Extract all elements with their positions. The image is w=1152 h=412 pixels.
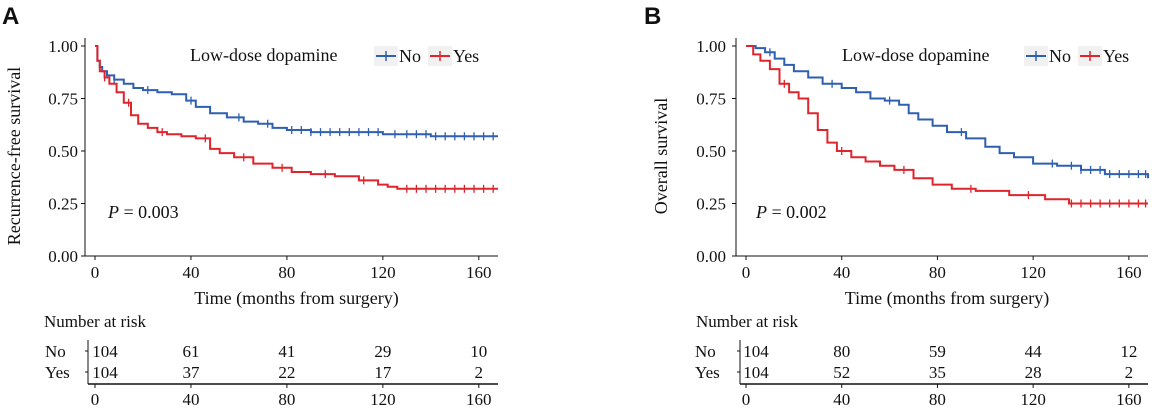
- y-tick-label: 0.75: [696, 90, 726, 109]
- x-axis-label: Time (months from surgery): [845, 288, 1050, 309]
- y-tick-label: 0.50: [696, 142, 726, 161]
- risk-time-label: 0: [91, 390, 100, 409]
- y-tick-label: 0.00: [696, 247, 726, 266]
- risk-time-label: 80: [929, 390, 946, 409]
- legend-label: No: [1049, 46, 1071, 66]
- legend-title: Low-dose dopamine: [842, 45, 989, 65]
- risk-count: 44: [1025, 342, 1043, 361]
- legend-label: No: [399, 46, 421, 66]
- risk-count: 61: [182, 342, 199, 361]
- legend-item-no: No: [1024, 46, 1071, 66]
- risk-time-label: 120: [1020, 390, 1046, 409]
- survival-curve-yes: [746, 45, 1148, 205]
- x-tick-label: 80: [278, 263, 295, 282]
- panel-letter: B: [644, 3, 661, 30]
- risk-count: 28: [1025, 363, 1042, 382]
- p-value: P = 0.002: [755, 202, 827, 222]
- risk-group-label: No: [695, 342, 716, 361]
- x-axis-label: Time (months from surgery): [194, 288, 399, 309]
- legend-title: Low-dose dopamine: [190, 45, 337, 65]
- p-value-text: = 0.003: [119, 202, 179, 222]
- risk-count: 22: [278, 363, 295, 382]
- risk-count: 29: [374, 342, 391, 361]
- risk-count: 80: [833, 342, 850, 361]
- y-tick-label: 1.00: [48, 37, 78, 56]
- x-tick-label: 160: [1116, 263, 1142, 282]
- risk-time-label: 160: [1116, 390, 1142, 409]
- x-tick-label: 80: [929, 263, 946, 282]
- legend-item-yes: Yes: [428, 46, 479, 66]
- survival-curve-yes: [95, 45, 498, 190]
- risk-count: 2: [475, 363, 484, 382]
- y-tick-label: 0.50: [48, 142, 78, 161]
- risk-count: 52: [833, 363, 850, 382]
- risk-time-label: 40: [833, 390, 850, 409]
- risk-count: 10: [470, 342, 487, 361]
- y-axis-label: Recurrence-free survival: [4, 67, 24, 245]
- p-value: P = 0.003: [107, 202, 179, 222]
- panel-letter: A: [2, 3, 19, 30]
- risk-count: 2: [1125, 363, 1134, 382]
- legend-item-no: No: [374, 46, 421, 66]
- panel-a: A 0.00 0.25 0.50 0.75 1.00 0 40 80 120 160 Time (mo…: [2, 3, 498, 409]
- risk-group-label: Yes: [695, 363, 720, 382]
- risk-count: 12: [1120, 342, 1137, 361]
- risk-count: 37: [182, 363, 200, 382]
- risk-group-label: No: [45, 342, 66, 361]
- risk-table: Number at risk No 104 61 41 29 10 Yes 104 37 22 17 2…: [44, 312, 498, 409]
- risk-count: 17: [374, 363, 392, 382]
- risk-time-label: 80: [278, 390, 295, 409]
- y-tick-label: 0.25: [48, 195, 78, 214]
- y-tick-label: 0.00: [48, 247, 78, 266]
- risk-group-label: Yes: [45, 363, 70, 382]
- y-tick-label: 1.00: [696, 37, 726, 56]
- p-symbol: P: [107, 202, 119, 222]
- y-tick-label: 0.75: [48, 90, 78, 109]
- risk-count: 35: [929, 363, 946, 382]
- risk-table-title: Number at risk: [696, 312, 798, 331]
- legend-item-yes: Yes: [1078, 46, 1129, 66]
- y-axis-label: Overall survival: [651, 98, 671, 214]
- x-tick-label: 40: [833, 263, 850, 282]
- p-value-text: = 0.002: [767, 202, 827, 222]
- y-tick-label: 0.25: [696, 195, 726, 214]
- x-tick-label: 40: [182, 263, 199, 282]
- x-tick-label: 120: [370, 263, 396, 282]
- risk-count: 104: [743, 363, 769, 382]
- survival-curve-no: [746, 45, 1149, 179]
- legend-label: Yes: [1103, 46, 1129, 66]
- x-tick-label: 160: [466, 263, 492, 282]
- risk-time-label: 0: [742, 390, 751, 409]
- x-tick-label: 0: [91, 263, 100, 282]
- p-symbol: P: [755, 202, 767, 222]
- risk-table: Number at risk No 104 80 59 44 12 Yes 104 52 35 28 2…: [695, 312, 1148, 409]
- risk-count: 104: [92, 363, 118, 382]
- risk-count: 59: [929, 342, 946, 361]
- risk-count: 104: [92, 342, 118, 361]
- risk-time-label: 160: [466, 390, 492, 409]
- risk-count: 104: [743, 342, 769, 361]
- risk-time-label: 120: [370, 390, 396, 409]
- legend-label: Yes: [453, 46, 479, 66]
- risk-count: 41: [278, 342, 295, 361]
- x-tick-label: 120: [1020, 263, 1046, 282]
- x-tick-label: 0: [742, 263, 751, 282]
- risk-time-label: 40: [182, 390, 199, 409]
- risk-table-title: Number at risk: [44, 312, 146, 331]
